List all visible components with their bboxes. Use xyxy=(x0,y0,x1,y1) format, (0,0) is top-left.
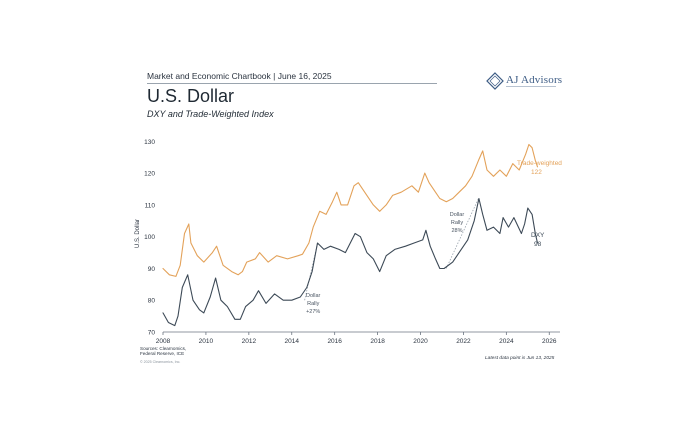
x-tick-label: 2016 xyxy=(327,338,342,345)
rally-annotation-label: +27% xyxy=(306,309,320,315)
logo-tagline-rule xyxy=(506,86,556,87)
x-tick-label: 2018 xyxy=(370,338,385,345)
y-tick-label: 100 xyxy=(144,234,155,241)
dxy-series-line xyxy=(162,197,539,327)
x-tick-label: 2020 xyxy=(413,338,428,345)
y-tick-label: 90 xyxy=(148,266,156,273)
x-tick-label: 2022 xyxy=(456,338,471,345)
logo: AJ Advisors xyxy=(486,72,562,96)
x-tick-label: 2024 xyxy=(499,338,514,345)
rally-annotation-label: 28% xyxy=(451,228,462,234)
trade-weighted-series-line xyxy=(162,143,539,277)
x-tick-label: 2014 xyxy=(285,338,300,345)
copyright-note: © 2025 Clearnomics, Inc. xyxy=(140,360,181,364)
diamond-logo-icon xyxy=(486,72,504,90)
rally-annotation-label: Rally xyxy=(307,301,319,307)
y-tick-label: 80 xyxy=(148,298,156,305)
rally-annotation-label: Dollar xyxy=(306,293,321,299)
chartbook-header: Market and Economic Chartbook | June 16,… xyxy=(147,71,332,81)
rally-annotation-label: Dollar xyxy=(450,212,465,218)
header-divider xyxy=(147,83,437,84)
y-tick-label: 70 xyxy=(148,330,156,337)
y-axis-title: U.S. Dollar xyxy=(135,219,141,248)
rally-annotation-label: Rally xyxy=(451,220,463,226)
y-tick-label: 120 xyxy=(144,171,155,178)
dxy-end-label: DXY xyxy=(531,232,545,239)
x-tick-label: 2026 xyxy=(542,338,557,345)
x-tick-label: 2012 xyxy=(242,338,257,345)
x-tick-label: 2008 xyxy=(156,338,171,345)
page-subtitle: DXY and Trade-Weighted Index xyxy=(147,109,274,119)
logo-text: AJ Advisors xyxy=(506,74,563,86)
trade-weighted-end-label: Trade-weighted xyxy=(517,160,562,167)
y-tick-label: 130 xyxy=(144,139,155,146)
latest-data-note: Latest data point is Jun 13, 2025 xyxy=(485,356,555,361)
rally-guide-line xyxy=(445,198,479,269)
sources-line-1: Sources: Clearnomics, xyxy=(140,346,187,351)
trade-weighted-end-value: 122 xyxy=(531,169,542,176)
sources-line-2: Federal Reserve, ICE xyxy=(140,351,185,357)
sources-note: Sources: Clearnomics, Federal Reserve, I… xyxy=(140,346,186,357)
x-tick-label: 2010 xyxy=(199,338,214,345)
y-tick-label: 110 xyxy=(145,202,156,209)
dxy-end-value: 98 xyxy=(534,241,542,248)
page-title: U.S. Dollar xyxy=(147,86,235,106)
